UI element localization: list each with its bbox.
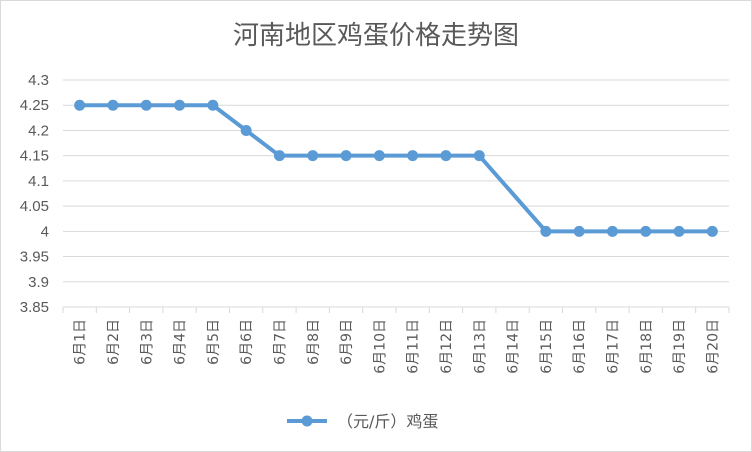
legend-label: （元/斤）鸡蛋 [337,412,438,431]
y-tick-label: 4 [41,223,49,240]
y-tick-label: 4.15 [20,148,49,165]
x-tick-label: 6月17日 [605,319,621,374]
x-tick-label: 6月16日 [572,319,588,374]
series-line [79,103,713,234]
y-axis-tick-labels: 4.3 4.25 4.2 4.15 4.1 4.05 4 3.95 3.9 3.85 [20,72,49,316]
data-point [307,150,319,162]
x-tick-label: 6月12日 [439,319,455,374]
y-tick-label: 4.3 [28,72,49,89]
x-tick-label: 6月9日 [339,319,355,365]
data-point [373,150,385,162]
data-point [407,150,419,162]
y-tick-label: 4.2 [28,122,49,139]
x-tick-label: 6月18日 [639,319,655,374]
x-tick-label: 6月13日 [472,319,488,374]
x-tick-label: 6月1日 [73,319,89,365]
x-tick-label: 6月5日 [206,319,222,365]
y-tick-label: 3.85 [20,299,49,316]
y-tick-label: 4.25 [20,97,49,114]
grid-lines [62,79,730,313]
x-tick-label: 6月20日 [705,319,721,374]
x-tick-label: 6月10日 [372,319,388,374]
x-tick-label: 6月11日 [406,319,422,374]
data-point [174,99,186,111]
x-tick-label: 6月4日 [173,319,189,365]
data-point [440,150,452,162]
data-point [673,225,685,237]
y-tick-label: 4.05 [20,198,49,215]
data-point [140,99,152,111]
x-tick-label: 6月3日 [139,319,155,365]
x-tick-label: 6月8日 [306,319,322,365]
x-axis-tick-labels: 6月1日 6月2日 6月3日 6月4日 6月5日 6月6日 6月7日 6月8日 6月9日 6月10… [73,319,722,374]
series-layer [74,99,718,237]
data-point [706,225,718,237]
data-point [273,150,285,162]
x-tick-label: 6月7日 [272,319,288,365]
legend: （元/斤）鸡蛋 [287,412,438,431]
x-tick-label: 6月14日 [506,319,522,374]
data-point [240,124,252,136]
x-tick-label: 6月15日 [539,319,555,374]
data-point [540,225,552,237]
y-tick-label: 3.95 [20,249,49,266]
data-point [473,150,485,162]
x-tick-label: 6月6日 [239,319,255,365]
y-tick-label: 4.1 [28,173,49,190]
x-tick-label: 6月2日 [106,319,122,365]
data-point [573,225,585,237]
legend-point-marker [301,415,313,427]
data-point [340,150,352,162]
data-point [640,225,652,237]
y-tick-label: 3.9 [28,274,49,291]
data-point [107,99,119,111]
chart-title: 河南地区鸡蛋价格走势图 [233,21,519,51]
data-point [606,225,618,237]
data-point [74,99,86,111]
x-tick-label: 6月19日 [672,319,688,374]
data-point [207,99,219,111]
